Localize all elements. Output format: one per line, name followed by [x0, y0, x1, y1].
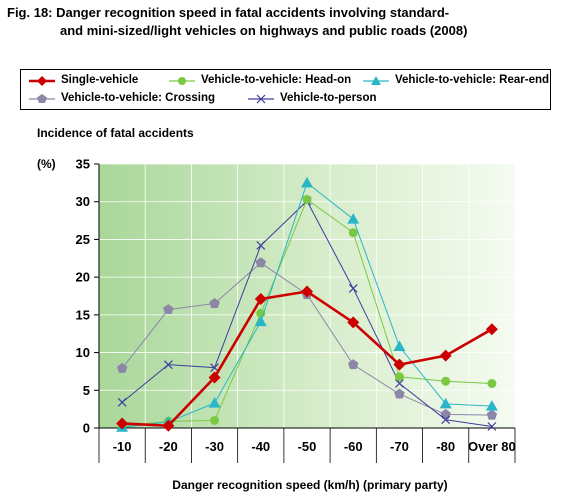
y-axis-title: Incidence of fatal accidents [37, 126, 194, 140]
y-tick-label: 10 [76, 345, 90, 360]
y-tick-label: 30 [76, 194, 90, 209]
data-point-vehicle-to-vehicle-head-on [487, 378, 497, 388]
data-point-x-stroke [163, 360, 173, 370]
data-point-single-vehicle [254, 293, 267, 306]
legend-label-vehicle-to-person: Vehicle-to-person [280, 92, 377, 104]
data-point-vehicle-to-person [210, 363, 219, 373]
data-point-x-stroke [348, 284, 358, 293]
x-tick-label: -30 [205, 439, 224, 454]
x-axis-title: Danger recognition speed (km/h) (primary… [172, 478, 448, 492]
data-point-single-vehicle [485, 323, 498, 336]
legend-marker-vehicle-to-person [248, 94, 274, 104]
series-vehicle-to-vehicle-rear-end [116, 176, 498, 432]
x-tick-label: -80 [436, 439, 455, 454]
legend-marker-head-on [169, 77, 195, 85]
data-point-vehicle-to-vehicle-rear-end [439, 397, 452, 409]
legend-marker-rear-end [363, 76, 389, 85]
y-tick-label: 35 [76, 157, 90, 172]
data-point-vehicle-to-vehicle-head-on [441, 376, 451, 386]
data-point-vehicle-to-vehicle-rear-end [301, 176, 313, 188]
data-point-vehicle-to-vehicle-head-on [348, 228, 358, 238]
data-point-vehicle-to-person [395, 379, 404, 388]
legend-label-crossing: Vehicle-to-vehicle: Crossing [61, 92, 216, 104]
chart-title: Fig. 18: Danger recognition speed in fat… [7, 4, 467, 40]
x-tick-label: -70 [390, 439, 409, 454]
x-tick-label: -20 [159, 439, 178, 454]
data-point-x-stroke [256, 241, 266, 250]
data-point-vehicle-to-person [163, 360, 173, 370]
data-point-x-stroke [441, 415, 451, 425]
x-tick-label: -40 [251, 439, 270, 454]
y-tick-label: 20 [76, 270, 90, 285]
data-point-vehicle-to-person [441, 415, 451, 425]
legend: Single-vehicle Vehicle-to-vehicle: Head-… [20, 69, 551, 110]
legend-label-rear-end: Vehicle-to-vehicle: Rear-end [395, 74, 550, 86]
data-point-single-vehicle [162, 419, 175, 432]
y-tick-label: 5 [83, 383, 90, 398]
data-point-x-stroke [487, 422, 497, 431]
chart-title-line1: Fig. 18: Danger recognition speed in fat… [7, 5, 450, 20]
data-point-vehicle-to-person [487, 422, 497, 431]
legend-marker-crossing [29, 94, 55, 103]
data-point-vehicle-to-vehicle-crossing [347, 359, 359, 370]
data-point-vehicle-to-vehicle-crossing [163, 304, 174, 315]
legend-label-single-vehicle: Single-vehicle [61, 74, 139, 86]
data-point-vehicle-to-vehicle-head-on [302, 194, 312, 204]
data-point-vehicle-to-vehicle-rear-end [254, 315, 267, 327]
x-tick-label: -60 [344, 439, 363, 454]
data-point-single-vehicle [208, 371, 221, 384]
data-point-vehicle-to-vehicle-crossing [255, 257, 267, 268]
data-point-vehicle-to-vehicle-rear-end [485, 400, 498, 411]
data-point-single-vehicle [301, 285, 313, 298]
data-point-vehicle-to-vehicle-head-on [394, 372, 404, 382]
data-point-vehicle-to-vehicle-crossing [209, 298, 220, 308]
data-point-vehicle-to-person [256, 241, 266, 250]
data-point-vehicle-to-vehicle-rear-end [393, 340, 406, 352]
data-point-vehicle-to-vehicle-crossing [116, 362, 128, 373]
data-point-vehicle-to-person [348, 284, 358, 293]
y-tick-label: 15 [76, 307, 90, 322]
data-point-vehicle-to-vehicle-rear-end [347, 213, 360, 224]
chart-title-line2: and mini-sized/light vehicles on highway… [60, 23, 468, 38]
data-point-vehicle-to-vehicle-crossing [394, 388, 405, 399]
legend-marker-single-vehicle [29, 76, 55, 86]
x-tick-label: -10 [113, 439, 132, 454]
data-point-vehicle-to-vehicle-head-on [210, 415, 220, 425]
legend-label-head-on: Vehicle-to-vehicle: Head-on [201, 74, 352, 86]
x-tick-label: -50 [298, 439, 317, 454]
data-point-vehicle-to-vehicle-crossing [486, 409, 498, 420]
series-single-vehicle [116, 285, 498, 432]
x-tick-label: Over 80 [468, 439, 516, 454]
data-point-single-vehicle [116, 417, 129, 430]
data-point-x-stroke [210, 363, 219, 373]
data-point-vehicle-to-person [117, 397, 127, 407]
data-point-vehicle-to-vehicle-rear-end [208, 397, 221, 408]
data-point-single-vehicle [393, 358, 406, 371]
data-point-single-vehicle [347, 316, 360, 329]
y-tick-label: 25 [76, 232, 90, 247]
y-axis-unit: (%) [37, 157, 56, 171]
y-tick-label: 0 [83, 421, 90, 436]
data-point-single-vehicle [439, 349, 452, 362]
data-point-x-stroke [395, 379, 404, 388]
data-point-x-stroke [117, 397, 127, 407]
